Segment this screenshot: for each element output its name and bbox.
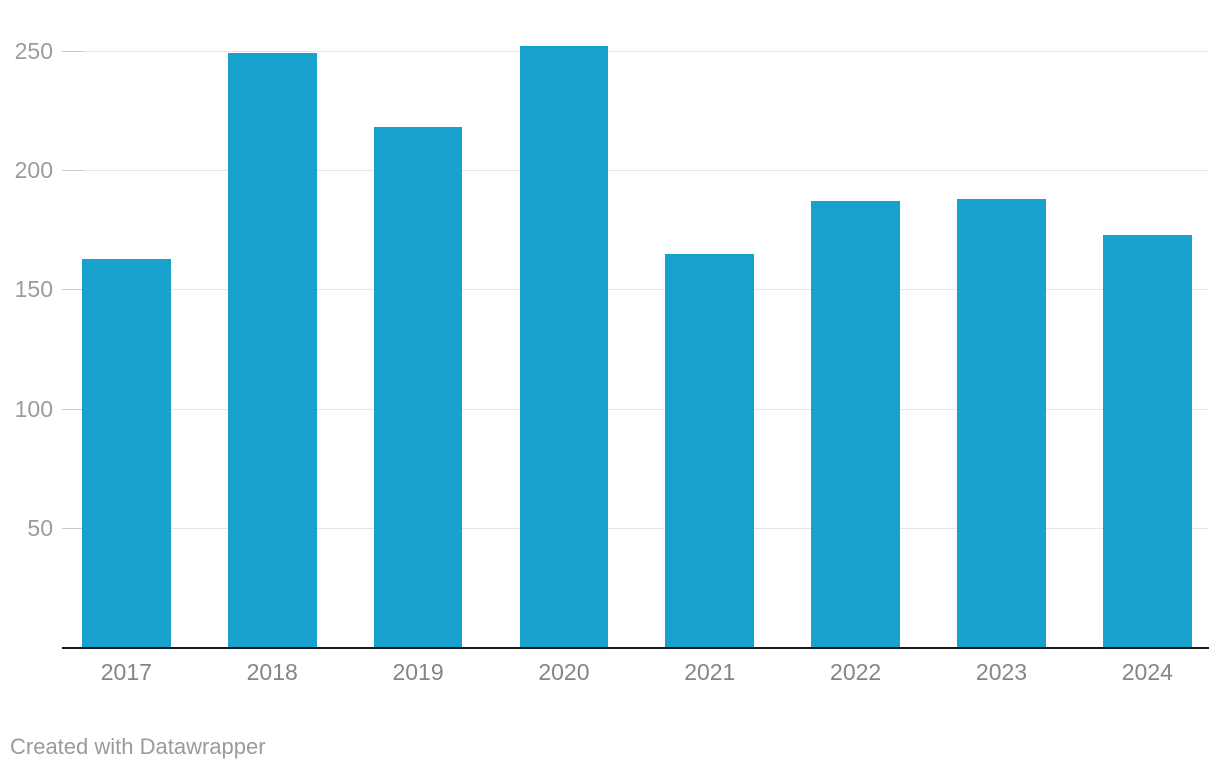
x-axis-label-2020: 2020 [538,659,590,685]
x-axis-label-2024: 2024 [1121,659,1173,685]
gridline-100 [62,408,1209,410]
bar-2017 [82,258,171,648]
bar-2024 [1103,234,1192,648]
x-axis-label-2019: 2019 [392,659,444,685]
bar-2020 [519,46,609,648]
y-axis-label-50: 50 [27,515,53,542]
y-tick-150 [62,289,83,291]
bar-2019 [373,127,463,648]
x-axis-label-2023: 2023 [975,659,1028,685]
y-tick-50 [62,528,83,530]
x-axis-baseline [62,647,1209,649]
y-axis-label-150: 150 [14,276,53,303]
y-tick-250 [62,50,83,52]
gridline-150 [62,289,1209,291]
y-axis-label-200: 200 [14,156,53,183]
x-axis-label-2018: 2018 [246,659,298,685]
y-axis-label-250: 250 [14,37,53,64]
y-axis-label-100: 100 [14,395,53,422]
bar-2021 [665,253,755,648]
gridline-250 [62,50,1209,52]
x-axis-label-2022: 2022 [830,659,882,685]
bar-2018 [227,53,317,648]
datawrapper-attribution-link[interactable]: Created with Datawrapper [10,734,266,759]
x-axis-label-2021: 2021 [684,659,736,685]
y-tick-200 [62,169,83,171]
gridline-200 [62,169,1209,171]
bar-2022 [811,201,900,648]
gridline-50 [62,528,1209,530]
bar-2023 [957,199,1046,648]
y-tick-100 [62,408,83,410]
x-axis-label-2017: 2017 [100,659,152,685]
